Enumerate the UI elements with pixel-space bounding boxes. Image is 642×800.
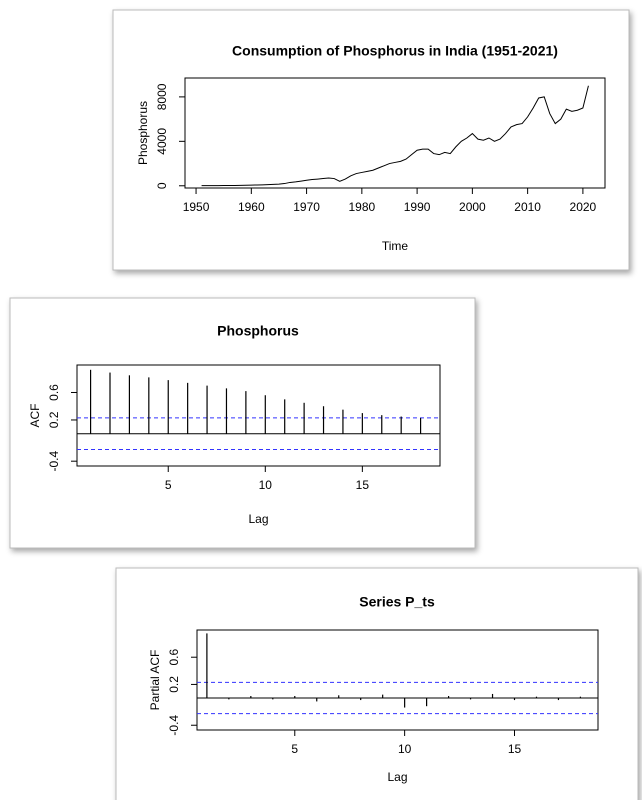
chart-title: Series P_ts bbox=[359, 594, 435, 610]
y-tick-label: 0 bbox=[155, 182, 169, 189]
x-axis-label: Lag bbox=[387, 770, 407, 784]
y-tick-label: 0.6 bbox=[167, 649, 181, 666]
y-tick-label: 0.6 bbox=[47, 384, 61, 401]
x-axis-label: Lag bbox=[248, 512, 268, 526]
x-tick-label: 10 bbox=[398, 742, 412, 756]
x-tick-label: 10 bbox=[259, 478, 273, 492]
x-tick-label: 1980 bbox=[348, 200, 375, 214]
y-tick-label: 4000 bbox=[155, 128, 169, 155]
x-tick-label: 1960 bbox=[238, 200, 265, 214]
plot-frame bbox=[184, 77, 606, 189]
x-tick-label: 1970 bbox=[293, 200, 320, 214]
chart-title: Phosphorus bbox=[217, 323, 299, 339]
y-tick-label: 0.2 bbox=[47, 411, 61, 428]
y-tick-label: -0.4 bbox=[47, 451, 61, 472]
y-axis-label: Phosphorus bbox=[136, 101, 150, 165]
y-tick-label: 8000 bbox=[155, 83, 169, 110]
panel bbox=[9, 297, 476, 549]
chart-title: Consumption of Phosphorus in India (1951… bbox=[232, 43, 558, 59]
panel bbox=[112, 9, 630, 271]
y-tick-label: -0.4 bbox=[167, 715, 181, 736]
plot-frame bbox=[196, 629, 599, 731]
x-tick-label: 1950 bbox=[183, 200, 210, 214]
y-tick-label: 0.2 bbox=[167, 676, 181, 693]
x-axis-label: Time bbox=[382, 239, 409, 253]
x-tick-label: 2000 bbox=[459, 200, 486, 214]
x-tick-label: 5 bbox=[291, 742, 298, 756]
x-tick-label: 1990 bbox=[404, 200, 431, 214]
y-axis-label: ACF bbox=[28, 404, 42, 428]
plot-frame bbox=[76, 364, 441, 467]
x-tick-label: 15 bbox=[356, 478, 370, 492]
x-tick-label: 2020 bbox=[570, 200, 597, 214]
x-tick-label: 2010 bbox=[514, 200, 541, 214]
x-tick-label: 15 bbox=[508, 742, 522, 756]
line-series bbox=[201, 85, 589, 187]
y-axis-label: Partial ACF bbox=[148, 650, 162, 711]
panel bbox=[115, 567, 639, 800]
x-tick-label: 5 bbox=[165, 478, 172, 492]
